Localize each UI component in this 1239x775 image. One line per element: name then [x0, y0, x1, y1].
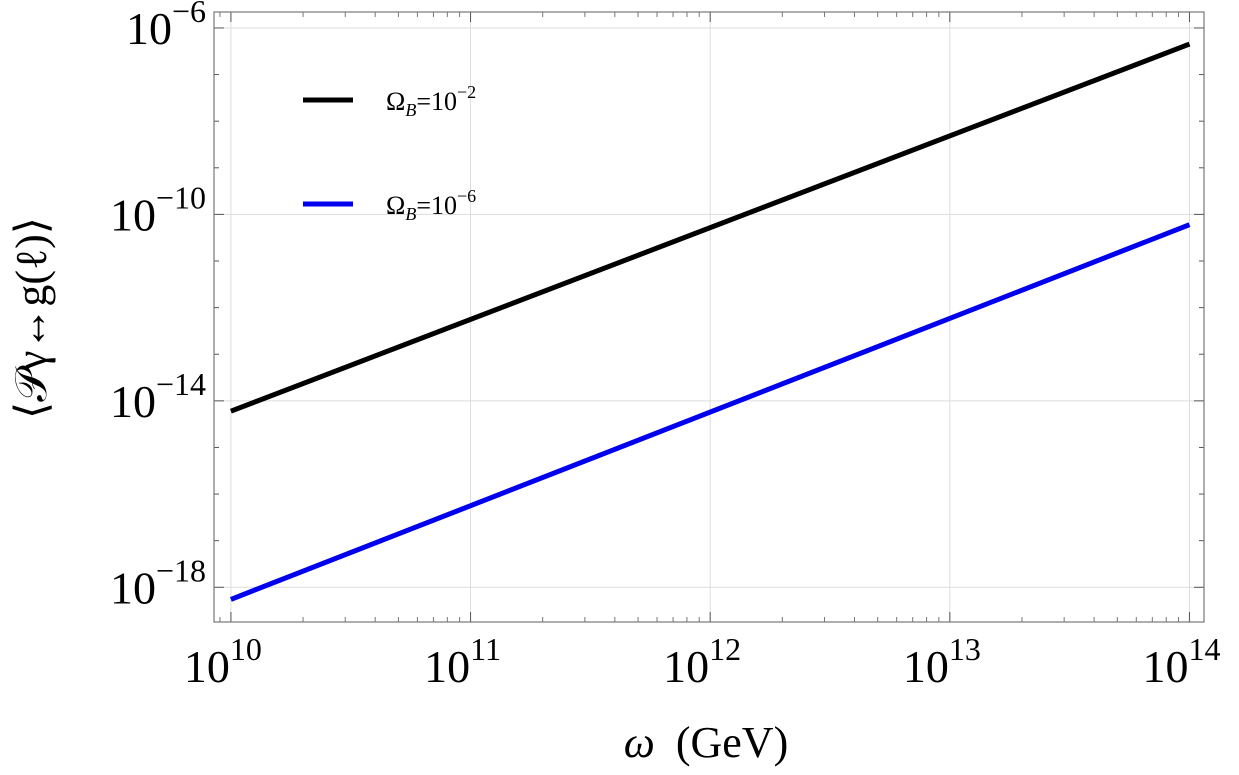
- x-tick-exponent: 14: [1188, 631, 1220, 667]
- legend: ΩB=10−2ΩB=10−6: [303, 82, 476, 224]
- x-axis-label: ω (GeV): [624, 718, 788, 767]
- x-tick-label: 1013: [903, 631, 981, 692]
- y-tick-base: 10: [126, 3, 172, 54]
- x-tick-exponent: 10: [230, 631, 262, 667]
- x-tick-base: 10: [184, 641, 230, 692]
- x-axis-symbol: ω: [624, 718, 655, 767]
- legend-subscript: B: [405, 100, 416, 120]
- y-tick-label: 10−6: [126, 0, 206, 54]
- x-tick-label: 1012: [663, 631, 741, 692]
- plot-frame: [213, 11, 1205, 623]
- x-tick-label: 1010: [184, 631, 262, 692]
- y-tick-exponent: −10: [156, 179, 206, 215]
- x-tick-label: 1011: [424, 631, 501, 692]
- series-line-2: [229, 222, 1191, 602]
- legend-exponent: −2: [457, 82, 476, 102]
- legend-label-2: ΩB=10−6: [386, 186, 476, 224]
- x-tick-exponent: 12: [709, 631, 741, 667]
- minor-ticks: [214, 12, 1204, 622]
- grid-lines: [214, 12, 1204, 622]
- legend-equals: =10: [416, 191, 457, 220]
- y-tick-label: 10−14: [110, 366, 206, 427]
- y-tick-base: 10: [110, 376, 156, 427]
- x-tick-exponent: 13: [949, 631, 981, 667]
- legend-label-1: ΩB=10−2: [386, 82, 476, 120]
- y-tick-base: 10: [110, 189, 156, 240]
- x-tick-base: 10: [424, 641, 470, 692]
- legend-symbol: Ω: [386, 87, 405, 116]
- y-tick-label: 10−10: [110, 179, 206, 240]
- legend-subscript: B: [405, 204, 416, 224]
- y-axis-label: ⟨𝒫γ↔g(ℓ)⟩: [7, 217, 56, 419]
- y-tick-label: 10−18: [110, 552, 206, 613]
- y-tick-exponent: −6: [172, 0, 206, 29]
- y-tick-exponent: −18: [156, 552, 206, 588]
- legend-equals: =10: [416, 87, 457, 116]
- legend-exponent: −6: [457, 186, 476, 206]
- x-tick-exponent: 11: [470, 631, 501, 667]
- x-axis-unit: (GeV): [676, 718, 788, 767]
- y-tick-exponent: −14: [156, 366, 206, 402]
- x-tick-label: 1014: [1142, 631, 1220, 692]
- series-line-1: [230, 41, 1191, 414]
- y-tick-base: 10: [110, 562, 156, 613]
- x-tick-base: 10: [903, 641, 949, 692]
- series-layer: [229, 41, 1191, 602]
- x-tick-base: 10: [1142, 641, 1188, 692]
- legend-symbol: Ω: [386, 191, 405, 220]
- x-tick-base: 10: [663, 641, 709, 692]
- x-tick-labels: 1010 1011 1012 1013 1014: [184, 631, 1221, 692]
- major-ticks: [214, 12, 1204, 622]
